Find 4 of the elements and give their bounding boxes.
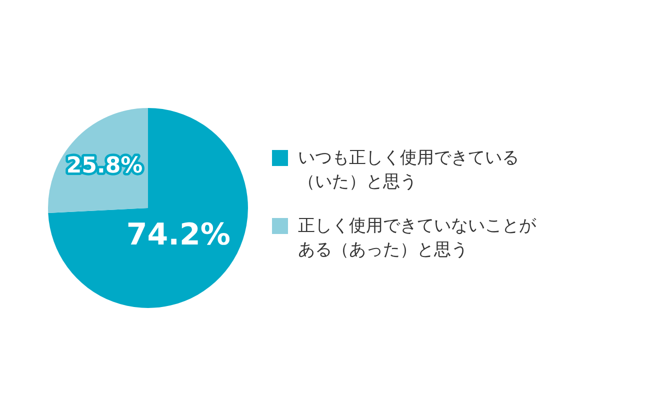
legend-label: いつも正しく使用できている（いた）と思う — [298, 147, 520, 194]
data-label: 74.2% — [126, 218, 230, 253]
data-label: 25.8% — [66, 153, 143, 178]
legend-label: 正しく使用できていないことがある（あった）と思う — [298, 215, 537, 262]
